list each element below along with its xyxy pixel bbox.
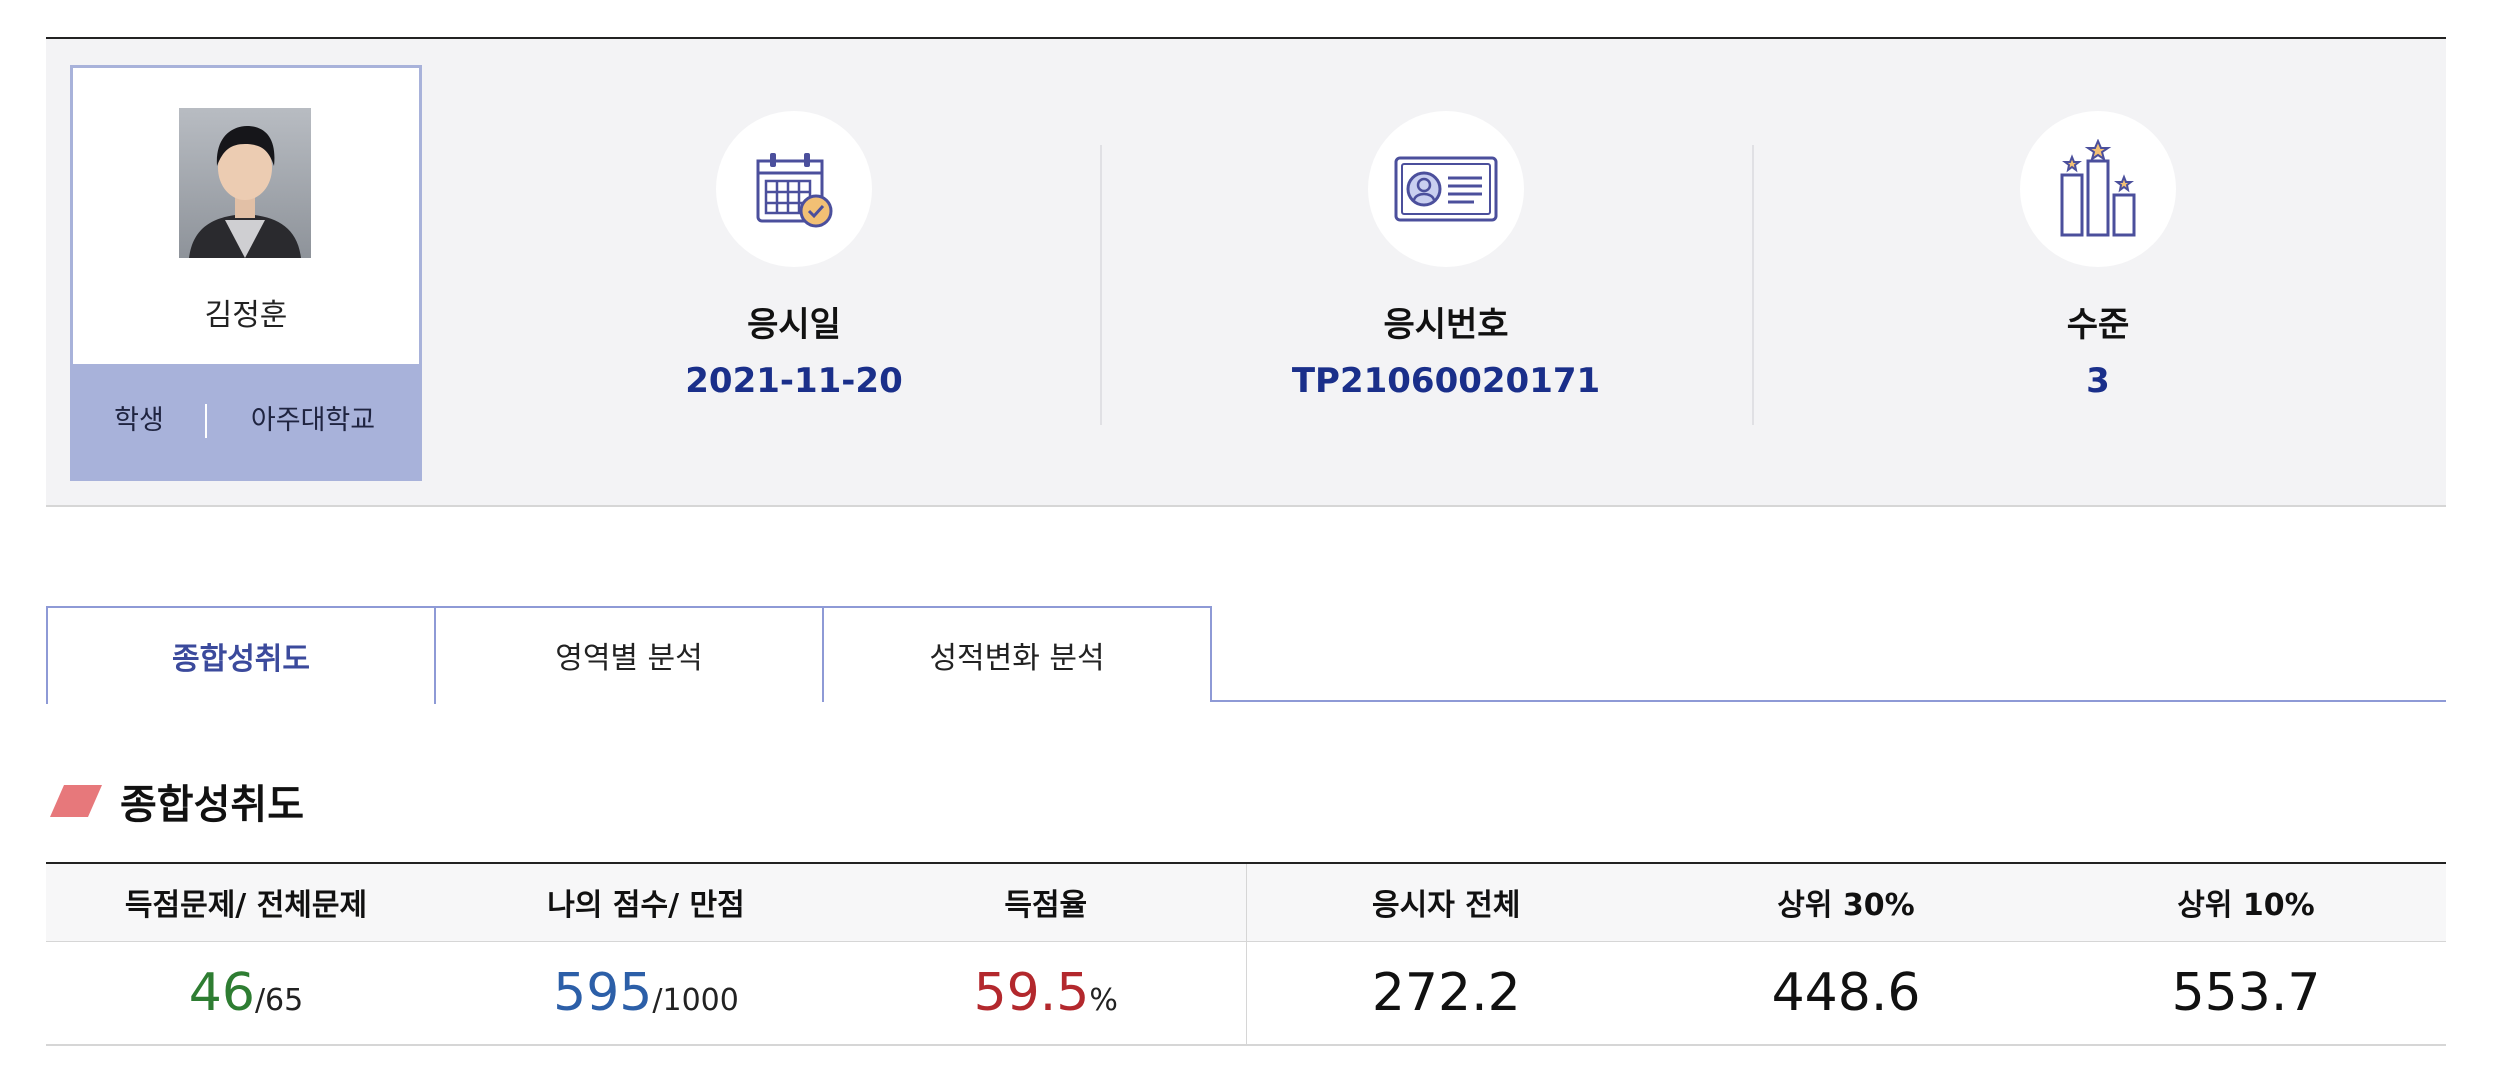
score-rate-unit: % [1089, 982, 1118, 1018]
total-questions: /65 [254, 982, 304, 1018]
student-role: 학생 [114, 405, 164, 436]
header-all-examinees: 응시자 전체 [1245, 863, 1646, 942]
cell-score-max: 595/1000 [446, 941, 846, 1046]
level-icon-circle [2020, 111, 2176, 267]
table-header-row: 득점문제/ 전체문제 나의 점수/ 만점 득점율 응시자 전체 상위 30% 상… [46, 863, 2446, 942]
level-podium-icon [2060, 139, 2136, 237]
stat-divider [1100, 145, 1102, 425]
header-rate: 득점율 [846, 863, 1246, 942]
header-score-max: 나의 점수/ 만점 [446, 863, 846, 942]
student-photo [179, 108, 311, 258]
exam-date-value: 2021-11-20 [685, 361, 903, 401]
id-card-icon [1394, 156, 1498, 222]
level-label: 수준 [2066, 305, 2130, 345]
student-school: 아주대학교 [207, 403, 419, 439]
exam-date-icon-circle [716, 111, 872, 267]
tab-score-change-analysis[interactable]: 성적변화 분석 [822, 606, 1212, 702]
student-name: 김정훈 [204, 298, 288, 333]
cell-top-30: 448.6 [1646, 941, 2046, 1046]
level-stat: 수준 3 [1798, 39, 2398, 509]
profile-meta-bar: 학생 아주대학교 [73, 364, 419, 478]
cell-top-10: 553.7 [2046, 941, 2446, 1046]
header-top-30: 상위 30% [1646, 863, 2046, 942]
section-header: 종합성취도 [50, 774, 304, 828]
exam-number-label: 응시번호 [1383, 305, 1509, 345]
exam-number-value: TP21060020171 [1291, 361, 1601, 401]
score-summary-table: 득점문제/ 전체문제 나의 점수/ 만점 득점율 응시자 전체 상위 30% 상… [46, 862, 2446, 1046]
student-school-text: 아주대학교 [250, 405, 376, 436]
section-marker-icon [50, 785, 102, 817]
correct-count: 46 [188, 962, 255, 1023]
stat-divider [1752, 145, 1754, 425]
meta-divider [205, 404, 207, 438]
table-row: 46/65 595/1000 59.5% 272.2 448.6 553.7 [46, 941, 2446, 1046]
top-30-score: 448.6 [1771, 962, 1921, 1023]
header-correct-total: 득점문제/ 전체문제 [46, 863, 446, 942]
header-top-10: 상위 10% [2046, 863, 2446, 942]
section-title: 종합성취도 [120, 782, 304, 828]
exam-number-stat: 응시번호 TP21060020171 [1146, 39, 1746, 509]
exam-number-icon-circle [1368, 111, 1524, 267]
tab-area-analysis[interactable]: 영역별 분석 [434, 606, 824, 702]
exam-info-band: 김정훈 학생 아주대학교 [46, 37, 2446, 507]
calendar-check-icon [756, 153, 833, 228]
exam-date-label: 응시일 [747, 305, 841, 345]
analysis-tabs: 종합성취도 영역별 분석 성적변화 분석 [46, 606, 2446, 704]
profile-card: 김정훈 학생 아주대학교 [70, 65, 422, 481]
cell-correct-total: 46/65 [46, 941, 446, 1046]
avatar-icon [179, 108, 311, 258]
cell-rate: 59.5% [846, 941, 1246, 1046]
tab-overall-achievement[interactable]: 종합성취도 [46, 606, 436, 704]
cell-all-examinees: 272.2 [1245, 941, 1646, 1046]
my-score: 595 [553, 962, 653, 1023]
exam-date-stat: 응시일 2021-11-20 [494, 39, 1094, 509]
top-10-score: 553.7 [2171, 962, 2321, 1023]
all-examinees-score: 272.2 [1371, 962, 1521, 1023]
score-rate: 59.5 [973, 962, 1090, 1023]
max-score: /1000 [652, 982, 739, 1018]
level-value: 3 [2086, 361, 2110, 401]
